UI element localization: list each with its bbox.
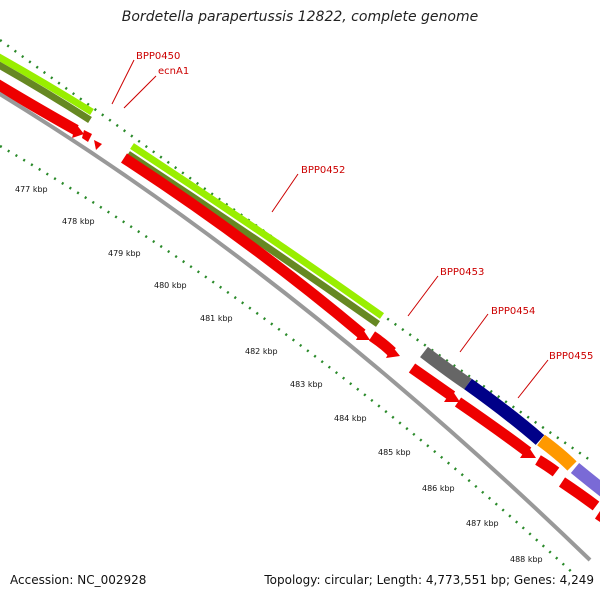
outer-dotted-ring xyxy=(0,38,591,462)
gene-track xyxy=(0,79,600,522)
ruler-label: 480 kbp xyxy=(154,281,187,290)
backbone-ring xyxy=(0,91,592,562)
leader-line xyxy=(111,59,135,105)
gene-label-bpp0455: BPP0455 xyxy=(549,351,593,362)
ruler-label: 479 kbp xyxy=(108,249,141,258)
ruler-label: 487 kbp xyxy=(466,519,499,528)
leader-line xyxy=(271,173,299,213)
ruler-label: 478 kbp xyxy=(62,217,95,226)
map-title: Bordetella parapertussis 12822, complete… xyxy=(121,9,479,25)
topology-text: Topology: circular; Length: 4,773,551 bp… xyxy=(264,573,594,587)
cds-track-forward xyxy=(0,53,600,497)
leader-line xyxy=(407,275,439,317)
ruler-label: 481 kbp xyxy=(200,314,233,323)
ruler-label: 477 kbp xyxy=(15,185,48,194)
accession-text: Accession: NC_002928 xyxy=(10,573,147,587)
ruler-label: 484 kbp xyxy=(334,414,367,423)
gene-label-bpp0452: BPP0452 xyxy=(301,165,345,176)
gene-label-bpp0454: BPP0454 xyxy=(491,306,535,317)
ruler-label: 485 kbp xyxy=(378,448,411,457)
leader-line xyxy=(517,359,549,399)
leader-line xyxy=(459,313,489,353)
gene-label-bpp0453: BPP0453 xyxy=(440,267,484,278)
ruler-label: 488 kbp xyxy=(510,555,543,564)
inner-dotted-ruler xyxy=(0,144,576,576)
gene-label-ecna1: ecnA1 xyxy=(158,66,189,77)
ruler-label: 483 kbp xyxy=(290,380,323,389)
ruler-label: 482 kbp xyxy=(245,347,278,356)
gene-labels: BPP0450 ecnA1 BPP0452 BPP0453 BPP0454 BP… xyxy=(111,51,593,399)
leader-line xyxy=(123,75,157,109)
ruler-labels: 477 kbp 478 kbp 479 kbp 480 kbp 481 kbp … xyxy=(15,185,543,564)
gene-label-bpp0450: BPP0450 xyxy=(136,51,180,62)
ruler-label: 486 kbp xyxy=(422,484,455,493)
